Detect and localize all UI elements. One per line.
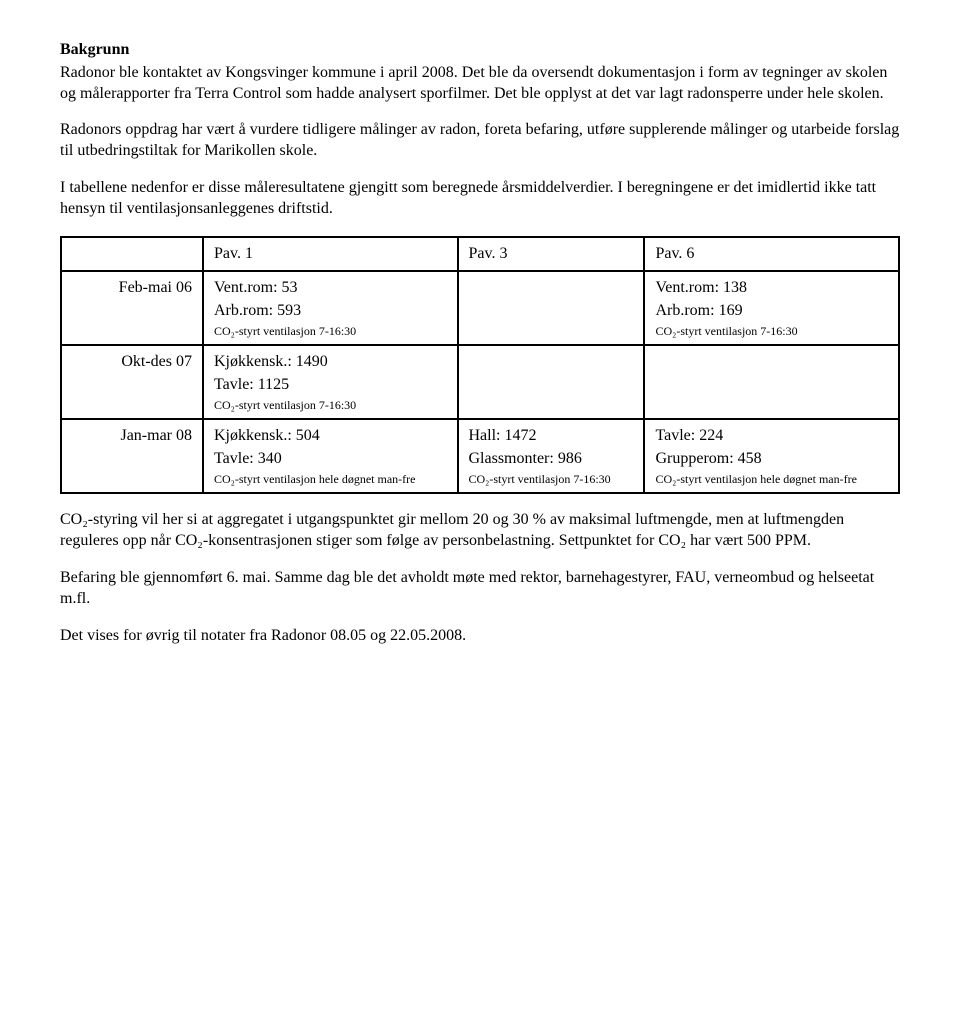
table-cell-empty [644, 345, 899, 419]
col-header: Pav. 3 [458, 237, 645, 272]
cell-note: CO₂-styrt ventilasjon 7-16:30 [655, 324, 888, 338]
cell-value: Kjøkkensk.: 504 [214, 426, 447, 447]
paragraph-6: Det vises for øvrig til notater fra Rado… [60, 626, 900, 647]
paragraph-4: CO₂-styring vil her si at aggregatet i u… [60, 510, 900, 552]
cell-value: Tavle: 1125 [214, 375, 447, 396]
row-label: Okt-des 07 [61, 345, 203, 419]
col-header: Pav. 1 [203, 237, 458, 272]
document-body: Bakgrunn Radonor ble kontaktet av Kongsv… [60, 40, 900, 646]
heading: Bakgrunn [60, 40, 900, 61]
cell-value: Hall: 1472 [469, 426, 634, 447]
measurements-table: Pav. 1 Pav. 3 Pav. 6 Feb-mai 06 Vent.rom… [60, 236, 900, 495]
table-row: Feb-mai 06 Vent.rom: 53 Arb.rom: 593 CO₂… [61, 271, 899, 345]
cell-value: Vent.rom: 138 [655, 278, 888, 299]
table-cell: Kjøkkensk.: 504 Tavle: 340 CO₂-styrt ven… [203, 419, 458, 493]
table-cell: Vent.rom: 138 Arb.rom: 169 CO₂-styrt ven… [644, 271, 899, 345]
table-header-row: Pav. 1 Pav. 3 Pav. 6 [61, 237, 899, 272]
cell-value: Arb.rom: 169 [655, 301, 888, 322]
cell-note: CO₂-styrt ventilasjon hele døgnet man-fr… [214, 472, 447, 486]
cell-value: Tavle: 224 [655, 426, 888, 447]
table-cell: Vent.rom: 53 Arb.rom: 593 CO₂-styrt vent… [203, 271, 458, 345]
cell-note: CO₂-styrt ventilasjon 7-16:30 [469, 472, 634, 486]
table-row: Okt-des 07 Kjøkkensk.: 1490 Tavle: 1125 … [61, 345, 899, 419]
cell-note: CO₂-styrt ventilasjon 7-16:30 [214, 398, 447, 412]
cell-note: CO₂-styrt ventilasjon 7-16:30 [214, 324, 447, 338]
cell-value: Grupperom: 458 [655, 449, 888, 470]
paragraph-5: Befaring ble gjennomført 6. mai. Samme d… [60, 568, 900, 610]
cell-value: Glassmonter: 986 [469, 449, 634, 470]
table-cell: Kjøkkensk.: 1490 Tavle: 1125 CO₂-styrt v… [203, 345, 458, 419]
cell-value: Vent.rom: 53 [214, 278, 447, 299]
paragraph-3: I tabellene nedenfor er disse måleresult… [60, 178, 900, 220]
cell-value: Tavle: 340 [214, 449, 447, 470]
row-label: Feb-mai 06 [61, 271, 203, 345]
cell-value: Kjøkkensk.: 1490 [214, 352, 447, 373]
table-cell: Hall: 1472 Glassmonter: 986 CO₂-styrt ve… [458, 419, 645, 493]
row-label: Jan-mar 08 [61, 419, 203, 493]
table-cell: Tavle: 224 Grupperom: 458 CO₂-styrt vent… [644, 419, 899, 493]
table-cell-empty [458, 271, 645, 345]
paragraph-1: Radonor ble kontaktet av Kongsvinger kom… [60, 63, 900, 105]
cell-value: Arb.rom: 593 [214, 301, 447, 322]
cell-note: CO₂-styrt ventilasjon hele døgnet man-fr… [655, 472, 888, 486]
table-cell-empty [458, 345, 645, 419]
paragraph-2: Radonors oppdrag har vært å vurdere tidl… [60, 120, 900, 162]
col-header: Pav. 6 [644, 237, 899, 272]
table-row: Jan-mar 08 Kjøkkensk.: 504 Tavle: 340 CO… [61, 419, 899, 493]
table-corner-cell [61, 237, 203, 272]
